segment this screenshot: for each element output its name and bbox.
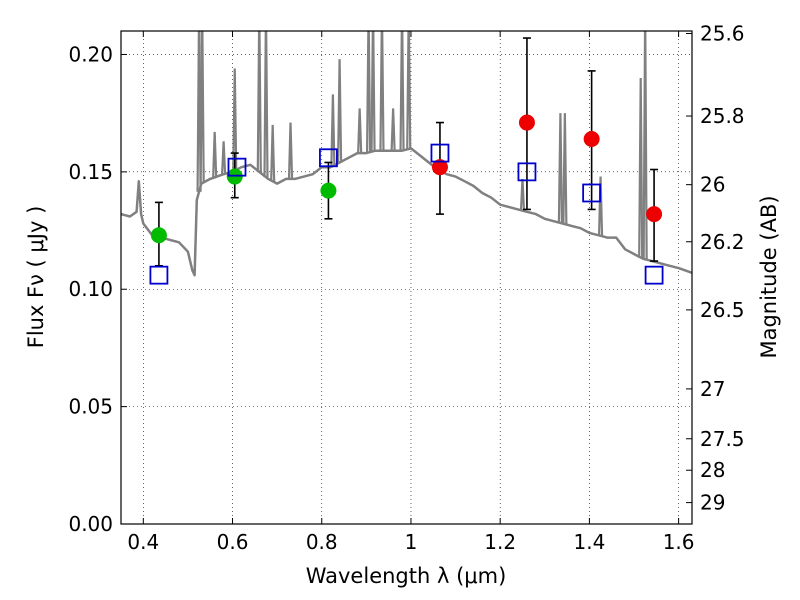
model-point	[319, 148, 338, 168]
emission-line	[270, 124, 276, 182]
y-tick-label: 0.15	[68, 160, 113, 184]
data-point	[320, 182, 337, 199]
y-tick-label: 0.00	[68, 512, 113, 536]
model-point	[644, 265, 664, 285]
x-tick-label: 1.6	[663, 530, 695, 554]
y-tick-label: 0.05	[68, 395, 113, 419]
model-point	[149, 265, 169, 285]
emission-line	[638, 77, 644, 258]
emission-line	[379, 31, 385, 151]
emission-line	[562, 113, 568, 225]
right-tick-label: 26.5	[700, 298, 745, 322]
data-point	[431, 159, 448, 176]
error-bars	[154, 37, 659, 267]
emission-line	[406, 31, 412, 149]
right-axis-label: Magnitude (AB)	[757, 195, 781, 358]
model-photometry-points	[149, 143, 664, 285]
emission-line	[557, 113, 564, 223]
grid	[121, 31, 692, 525]
y-axis-label: Flux Fν ( μJy )	[24, 206, 48, 349]
emission-line	[399, 31, 405, 151]
data-point	[150, 227, 167, 244]
model-point	[582, 183, 602, 203]
model-point	[517, 162, 537, 182]
emission-line	[256, 31, 262, 172]
right-tick-label: 26.2	[700, 230, 745, 254]
data-point	[518, 114, 535, 131]
data-point	[583, 130, 600, 147]
x-tick-label: 1.2	[484, 530, 516, 554]
right-tick-label: 26	[700, 173, 725, 197]
model-point	[430, 143, 450, 163]
model-continuum	[121, 147, 692, 277]
ticks: 0.4 0.6 0.8 1 1.2 1.4 1.6 0.00 0.05 0.10 0.15 0.20 2…	[68, 22, 744, 554]
right-tick-label: 25.6	[700, 22, 745, 46]
y-tick-label: 0.10	[68, 277, 113, 301]
emission-line	[357, 108, 363, 154]
right-tick-label: 27.5	[700, 427, 745, 451]
emission-line	[642, 31, 648, 260]
emission-line	[370, 31, 376, 152]
x-tick-label: 0.4	[127, 530, 159, 554]
x-axis-label: Wavelength λ (μm)	[306, 564, 507, 588]
model-point	[227, 157, 247, 177]
emission-line	[199, 31, 205, 184]
emission-line	[519, 178, 526, 211]
emission-line	[232, 68, 238, 171]
emission-line	[390, 108, 396, 151]
x-tick-label: 1	[405, 530, 418, 554]
x-tick-label: 1.4	[573, 530, 605, 554]
photometry-points	[150, 114, 663, 244]
right-tick-label: 25.8	[700, 104, 745, 128]
emission-line	[365, 31, 372, 153]
plot-frame	[120, 30, 693, 525]
emission-line	[221, 141, 227, 175]
data-point	[646, 206, 663, 223]
right-tick-label: 29	[700, 491, 725, 515]
emission-line	[336, 59, 343, 163]
emission-line	[263, 31, 269, 178]
right-tick-label: 28	[700, 458, 725, 482]
emission-line	[597, 176, 604, 236]
emission-line	[212, 131, 218, 178]
model-spectrum	[121, 31, 692, 277]
emission-line	[287, 122, 294, 179]
emission-line	[330, 94, 336, 167]
y-tick-label: 0.20	[68, 42, 113, 66]
x-tick-label: 0.6	[217, 530, 249, 554]
right-tick-label: 27	[700, 377, 725, 401]
x-tick-label: 0.8	[306, 530, 338, 554]
